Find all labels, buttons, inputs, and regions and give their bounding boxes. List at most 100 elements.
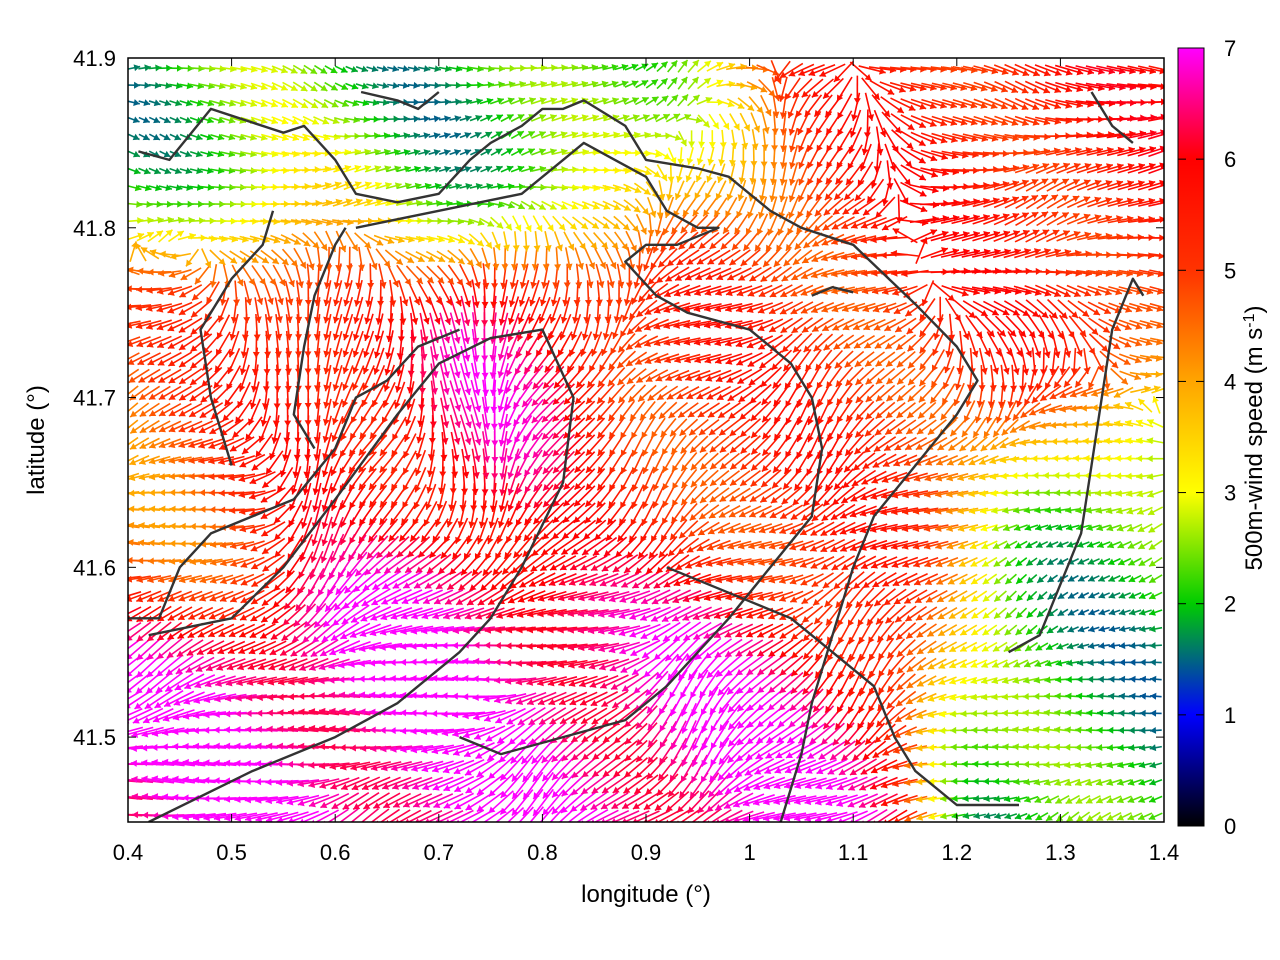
wind-vector (228, 623, 256, 638)
wind-vector (762, 812, 796, 822)
wind-vector (704, 180, 717, 200)
wind-vector (449, 98, 462, 106)
wind-vector (152, 708, 185, 723)
wind-vector (635, 739, 658, 763)
wind-vector (1067, 608, 1079, 616)
wind-vector (962, 794, 976, 802)
wind-vector (760, 266, 782, 283)
wind-vector (1108, 692, 1121, 700)
wind-vector (169, 133, 182, 141)
wind-vector (948, 313, 956, 341)
wind-vector (825, 811, 858, 822)
wind-vector (905, 691, 927, 705)
y-tick-label: 41.6 (73, 555, 116, 580)
wind-vector (139, 402, 160, 418)
wind-vector (439, 449, 447, 478)
wind-vector (579, 691, 608, 706)
wind-vector (868, 637, 884, 662)
wind-vector (213, 812, 247, 822)
wind-vector (739, 401, 762, 421)
wind-vector (887, 655, 905, 676)
wind-vector (1106, 778, 1122, 786)
wind-vector (282, 432, 290, 461)
wind-vector (709, 737, 730, 767)
wind-vector (694, 637, 722, 661)
wind-vector (668, 401, 689, 419)
wind-vector (892, 744, 918, 754)
wind-vector (402, 793, 433, 808)
wind-vector (1108, 675, 1121, 683)
wind-vector (1118, 709, 1131, 717)
wind-vector (490, 216, 504, 230)
colorbar-tick-label: 3 (1224, 481, 1236, 506)
wind-vector (1074, 761, 1091, 769)
wind-vector (769, 504, 793, 519)
wind-vector (1004, 607, 1018, 620)
wind-vector (510, 738, 534, 765)
wind-vector (1025, 624, 1038, 636)
coastline-path (360, 90, 440, 111)
wind-vector (561, 739, 587, 762)
wind-vector (167, 622, 193, 641)
wind-vector (1077, 642, 1090, 650)
wind-vector (570, 790, 598, 813)
wind-vector (741, 129, 749, 150)
wind-vector (237, 658, 267, 671)
wind-vector (704, 638, 733, 660)
wind-vector (1077, 592, 1090, 599)
wind-vector (696, 146, 705, 166)
wind-vector (186, 639, 214, 657)
wind-vector (308, 793, 340, 808)
wind-vector (372, 792, 401, 809)
wind-vector (916, 657, 937, 671)
wind-vector (669, 755, 688, 782)
wind-vector (892, 794, 918, 806)
wind-vector (249, 623, 276, 639)
wind-vector (667, 653, 689, 681)
x-tick-label: 1 (743, 840, 755, 865)
wind-vector (561, 519, 586, 540)
wind-vector (695, 163, 706, 183)
wind-vector (1056, 541, 1069, 548)
wind-vector (438, 132, 451, 139)
wind-vector (492, 247, 500, 271)
wind-vector (1015, 624, 1028, 636)
wind-vector (785, 741, 816, 759)
wind-vector (590, 791, 619, 811)
wind-vector (899, 199, 928, 213)
wind-vector (532, 215, 543, 233)
wind-vector (790, 622, 814, 641)
wind-vector (713, 623, 743, 639)
wind-vector (724, 623, 754, 638)
x-tick-label: 1.2 (942, 840, 973, 865)
wind-vector (709, 754, 730, 783)
wind-vector (522, 215, 532, 233)
wind-vector (880, 793, 908, 807)
wind-vector (128, 81, 141, 89)
wind-vector (1056, 178, 1081, 192)
x-axis-title: longitude (°) (581, 881, 711, 908)
wind-vector (148, 385, 171, 401)
wind-vector (877, 671, 895, 695)
wind-vector (1065, 794, 1080, 805)
wind-vector (401, 760, 433, 772)
wind-vector (417, 398, 425, 428)
wind-vector (698, 669, 720, 699)
wind-vector (860, 758, 888, 776)
wind-vector (750, 469, 772, 487)
wind-vector (667, 76, 678, 90)
wind-vector (949, 659, 968, 669)
wind-vector (728, 401, 752, 420)
wind-vector (724, 639, 753, 658)
wind-vector (742, 794, 775, 807)
wind-vector (863, 318, 886, 331)
wind-vector (864, 351, 886, 368)
wind-vector (1149, 625, 1163, 633)
wind-vector (470, 483, 478, 512)
wind-vector (994, 812, 1007, 820)
wind-vector (531, 738, 555, 765)
wind-vector (884, 604, 906, 624)
wind-vector (476, 790, 505, 813)
wind-vector (141, 775, 175, 784)
wind-vector (706, 654, 732, 679)
